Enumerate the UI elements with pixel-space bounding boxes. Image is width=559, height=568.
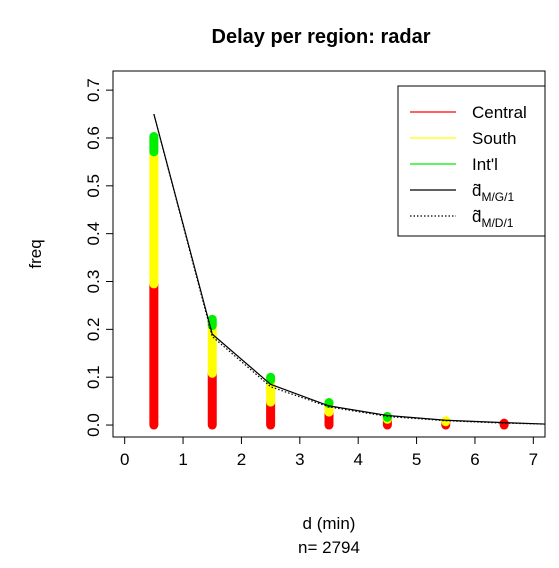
x-axis-label: d (min) xyxy=(303,514,356,533)
y-tick-label: 0.5 xyxy=(84,174,103,198)
bar-0-1 xyxy=(207,368,217,430)
lines-layer xyxy=(153,113,546,425)
legend-label: Central xyxy=(472,103,527,122)
legend-label: South xyxy=(472,129,516,148)
legend-subscript: M/D/1 xyxy=(481,216,513,230)
x-tick-label: 1 xyxy=(178,450,187,469)
x-tick-label: 2 xyxy=(237,450,246,469)
x-tick-label: 6 xyxy=(470,450,479,469)
x-axis: 0 1 2 3 4 5 6 7 xyxy=(120,436,538,469)
legend-subscript: M/G/1 xyxy=(481,190,514,204)
bar-0-6 xyxy=(499,418,509,430)
y-tick-label: 0.4 xyxy=(84,222,103,246)
y-tick-label: 0.6 xyxy=(84,126,103,150)
y-tick-label: 0.7 xyxy=(84,78,103,102)
footnote-n: n= 2794 xyxy=(298,538,360,557)
y-axis: 0.0 0.1 0.2 0.3 0.4 0.5 0.6 0.7 xyxy=(84,78,114,437)
chart-title: Delay per region: radar xyxy=(212,26,431,48)
legend-box xyxy=(397,85,546,237)
y-tick-label: 0.1 xyxy=(84,365,103,389)
y-tick-label: 0.2 xyxy=(84,318,103,342)
y-tick-label: 0.0 xyxy=(84,413,103,437)
legend-label: Int'l xyxy=(472,155,498,174)
x-tick-label: 0 xyxy=(120,450,129,469)
bar-1-5 xyxy=(441,416,451,427)
x-tick-label: 3 xyxy=(295,450,304,469)
bar-2-2 xyxy=(266,372,276,385)
line-1 xyxy=(153,113,546,425)
y-axis-label: freq xyxy=(26,239,45,268)
bar-1-0 xyxy=(149,147,159,289)
x-tick-label: 5 xyxy=(412,450,421,469)
bars-layer xyxy=(149,132,509,430)
x-tick-label: 4 xyxy=(353,450,362,469)
line-0 xyxy=(153,113,546,425)
bar-2-0 xyxy=(149,132,159,157)
bar-1-1 xyxy=(207,321,217,378)
bar-0-0 xyxy=(149,279,159,430)
y-tick-label: 0.3 xyxy=(84,270,103,294)
x-tick-label: 7 xyxy=(529,450,538,469)
